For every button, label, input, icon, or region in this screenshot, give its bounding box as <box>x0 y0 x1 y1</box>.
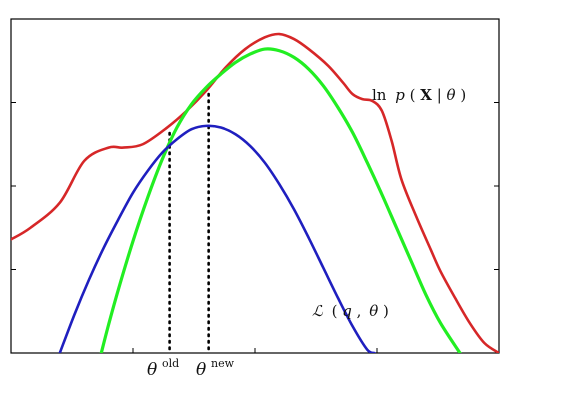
theta-new-label: θ new <box>196 357 235 380</box>
series-label-L: ℒ ( q , θ ) <box>312 302 389 320</box>
curves <box>11 32 499 353</box>
ticks <box>11 102 499 353</box>
series-label-lnp: ln p ( X | θ ) <box>372 86 466 104</box>
green-curve <box>99 47 462 353</box>
red-curve-log-likelihood <box>11 32 499 353</box>
theta-old-label: θ old <box>147 357 179 380</box>
plot-frame <box>10 18 500 354</box>
blue-curve-lower-bound <box>58 124 376 353</box>
guide-lines <box>168 89 210 351</box>
